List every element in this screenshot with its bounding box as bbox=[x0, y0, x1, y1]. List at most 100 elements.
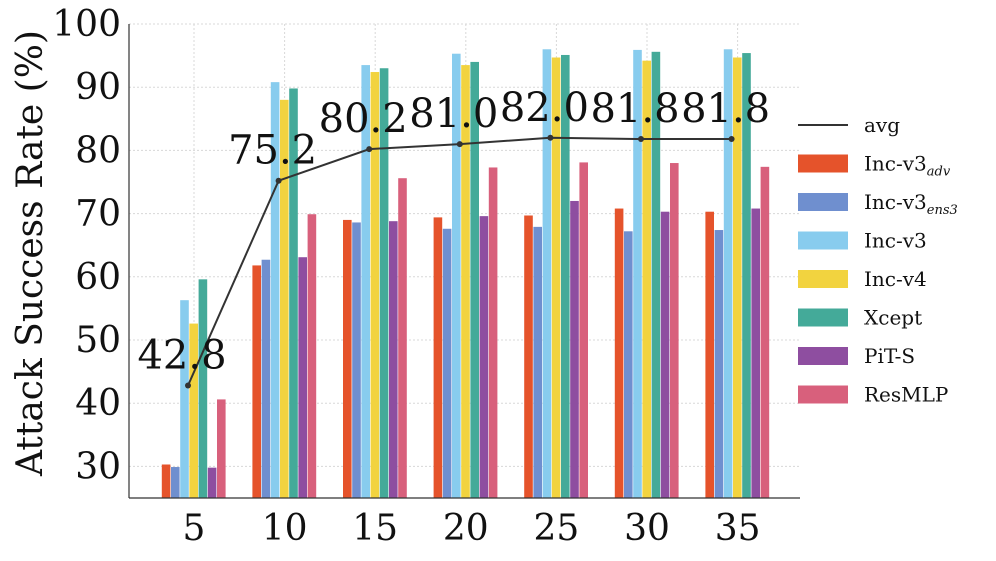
bar-series bbox=[161, 208, 714, 499]
bar bbox=[561, 54, 570, 499]
bar bbox=[352, 222, 361, 498]
y-tick-label: 70 bbox=[75, 194, 121, 235]
bar bbox=[714, 230, 724, 499]
bar bbox=[261, 259, 271, 498]
avg-data-label: 81.8 bbox=[681, 86, 770, 132]
legend-label: Inc-v3ens3 bbox=[864, 190, 958, 218]
legend-label: Inc-v3adv bbox=[864, 152, 951, 180]
y-axis-title: Attack Success Rate (%) bbox=[10, 30, 51, 477]
avg-layer: 42.875.280.2 81.0 82.0 81.8 81.8 bbox=[137, 85, 770, 389]
bar bbox=[533, 226, 542, 498]
avg-point bbox=[185, 382, 191, 389]
y-tick-label: 50 bbox=[75, 320, 121, 361]
bars-layer bbox=[161, 49, 770, 499]
legend: avg Inc-v3adv Inc-v3ens3 Inc-v3 Inc-v4 Xcept P… bbox=[798, 113, 958, 407]
bar bbox=[171, 467, 180, 498]
avg-data-label: 42.8 bbox=[137, 333, 226, 379]
legend-swatch bbox=[798, 193, 848, 211]
bar bbox=[442, 228, 452, 498]
avg-point bbox=[275, 177, 282, 184]
legend-swatch bbox=[798, 385, 848, 404]
bar bbox=[760, 166, 770, 498]
bar bbox=[670, 163, 679, 499]
axes-layer: 30 40 50 60 70 80 90 100 5 10 15 20 25 30 35 bbox=[52, 4, 800, 549]
bar bbox=[733, 57, 742, 498]
bar bbox=[542, 49, 552, 498]
bar bbox=[660, 211, 670, 499]
bar bbox=[551, 57, 561, 498]
bar-series bbox=[189, 57, 742, 499]
bar bbox=[470, 61, 479, 499]
legend-swatch bbox=[798, 308, 848, 327]
y-tick-label: 80 bbox=[75, 130, 121, 171]
bar bbox=[705, 211, 714, 499]
bar bbox=[207, 467, 217, 498]
avg-data-label: 81.0 bbox=[409, 91, 498, 137]
avg-data-label: 75.2 bbox=[228, 128, 317, 174]
bar bbox=[198, 279, 208, 498]
bar bbox=[280, 99, 289, 498]
bar bbox=[298, 257, 307, 498]
bar bbox=[651, 51, 661, 499]
bar bbox=[189, 323, 198, 498]
avg-point bbox=[547, 134, 554, 141]
legend-label: Inc-v3 bbox=[864, 229, 927, 253]
bar bbox=[379, 68, 389, 499]
avg-point bbox=[728, 136, 735, 143]
bar bbox=[389, 221, 398, 498]
legend-label: avg bbox=[864, 113, 900, 137]
bar bbox=[361, 65, 370, 498]
y-tick-label: 90 bbox=[75, 67, 121, 108]
bar bbox=[751, 208, 760, 498]
legend-swatch bbox=[798, 231, 848, 250]
legend-swatch bbox=[798, 154, 848, 173]
bar-series bbox=[180, 49, 733, 499]
bar-series bbox=[171, 222, 724, 499]
bar bbox=[180, 300, 189, 498]
bar-series bbox=[198, 51, 751, 499]
bar bbox=[452, 53, 461, 498]
avg-data-label: 81.8 bbox=[590, 86, 679, 132]
x-tick-label: 10 bbox=[262, 508, 308, 549]
bar bbox=[161, 464, 171, 498]
bar bbox=[723, 49, 733, 498]
bar bbox=[217, 399, 226, 498]
bar bbox=[461, 65, 470, 498]
x-tick-label: 15 bbox=[352, 508, 398, 549]
legend-swatch bbox=[798, 270, 848, 288]
legend-label: PiT-S bbox=[864, 344, 915, 368]
bar-series bbox=[207, 200, 760, 499]
bar bbox=[270, 82, 280, 499]
bar bbox=[398, 178, 407, 498]
bar bbox=[252, 265, 261, 498]
bar bbox=[579, 162, 588, 498]
bar bbox=[307, 214, 317, 498]
x-tick-label: 35 bbox=[715, 508, 761, 549]
bar bbox=[343, 219, 352, 499]
y-tick-label: 100 bbox=[52, 4, 121, 45]
legend-label: Inc-v4 bbox=[864, 267, 927, 291]
bar bbox=[479, 216, 489, 499]
bar bbox=[614, 208, 624, 498]
bar bbox=[433, 217, 443, 498]
bar bbox=[633, 49, 642, 499]
bar bbox=[742, 53, 751, 499]
legend-label: ResMLP bbox=[864, 383, 948, 407]
legend-swatch bbox=[798, 347, 848, 365]
bar bbox=[488, 167, 498, 499]
x-tick-label: 25 bbox=[533, 508, 579, 549]
bar bbox=[524, 215, 533, 498]
bar bbox=[570, 200, 579, 498]
avg-point bbox=[366, 146, 373, 153]
bar bbox=[289, 88, 298, 499]
bar-series bbox=[217, 162, 770, 499]
bar bbox=[642, 60, 651, 498]
bar bbox=[370, 72, 380, 499]
bar bbox=[624, 231, 633, 498]
legend-label: Xcept bbox=[864, 306, 922, 330]
x-tick-label: 30 bbox=[624, 508, 670, 549]
avg-data-label: 82.0 bbox=[500, 85, 589, 131]
y-tick-label: 60 bbox=[75, 257, 121, 298]
avg-data-label: 80.2 bbox=[319, 96, 408, 142]
